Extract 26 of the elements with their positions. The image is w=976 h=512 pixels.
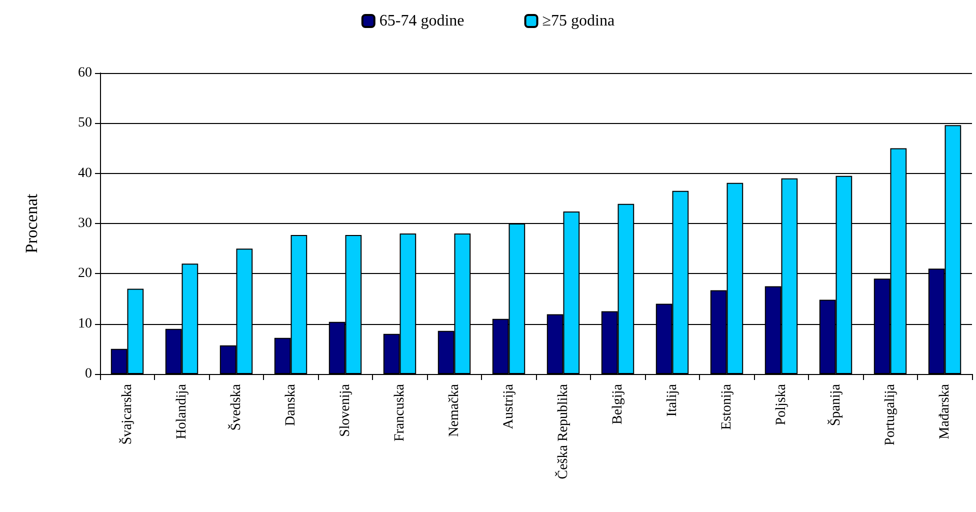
x-tick-label: Belgija: [610, 383, 626, 424]
x-tick-label: Španija: [826, 383, 844, 426]
y-tick-label: 40: [78, 166, 92, 181]
x-tick-label: Holandija: [174, 383, 190, 440]
x-tick-label: Švajcarska: [118, 383, 135, 445]
y-tick-label: 50: [78, 116, 92, 131]
y-tick-label: 0: [85, 366, 92, 382]
x-tick-label: Slovenija: [338, 383, 353, 437]
y-tick-label: 30: [78, 216, 92, 231]
x-tick-label: Estonija: [719, 383, 734, 430]
x-tick-label: Češka Republika: [554, 383, 571, 480]
x-tick-label: Austrija: [501, 383, 516, 430]
x-tick-label: Švedska: [226, 383, 244, 431]
y-tick-label: 20: [78, 266, 92, 282]
y-tick-label: 10: [78, 316, 92, 332]
x-tick-label: Danska: [283, 383, 298, 426]
x-tick-label: Portugalija: [882, 383, 898, 446]
legend-label: 65-74 godine: [379, 12, 464, 30]
x-tick-label: Nemačka: [446, 383, 462, 437]
y-axis-title: Procenat: [22, 193, 41, 254]
x-tick-label: Poljska: [774, 383, 789, 426]
x-tick-label: Italija: [664, 383, 680, 417]
x-tick-label: Francuska: [392, 383, 408, 442]
x-tick-label: Mađarska: [937, 383, 952, 440]
legend-label: ≥75 godina: [542, 12, 615, 30]
y-tick-label: 60: [78, 66, 92, 80]
